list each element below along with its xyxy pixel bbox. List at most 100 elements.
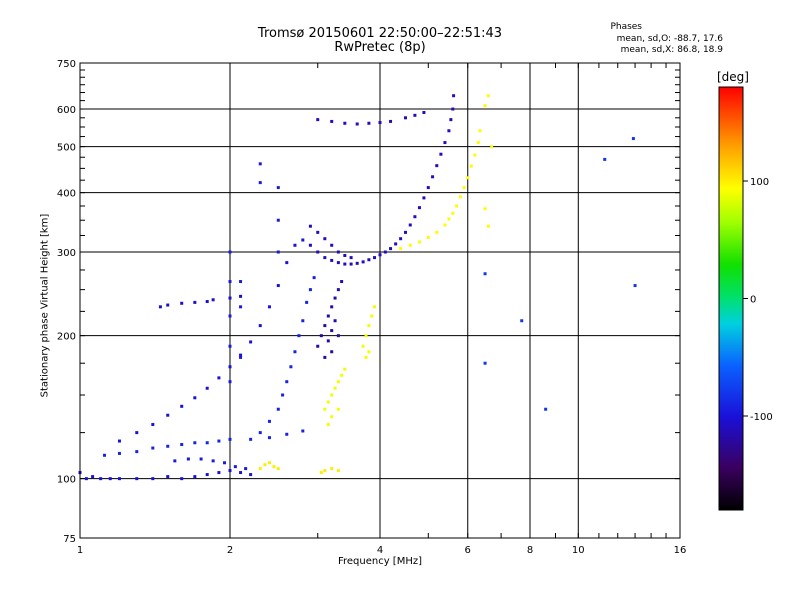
data-point: [364, 334, 368, 338]
phase-stats-heading: Phases: [610, 22, 642, 32]
data-point: [117, 477, 121, 481]
data-point: [244, 467, 248, 471]
data-point: [422, 110, 426, 114]
data-point: [483, 104, 487, 108]
data-point: [336, 380, 340, 384]
data-point: [330, 243, 334, 247]
x-tick-label: 1: [77, 545, 83, 556]
data-point: [447, 217, 451, 221]
data-point: [383, 250, 387, 254]
data-point: [151, 423, 155, 427]
data-point: [228, 250, 232, 254]
data-point: [403, 116, 407, 120]
data-point: [117, 439, 121, 443]
data-point: [217, 471, 221, 475]
data-point: [451, 211, 455, 215]
data-point: [469, 164, 473, 168]
data-point: [520, 319, 524, 323]
data-point: [408, 223, 412, 227]
data-point: [323, 469, 327, 473]
y-tick-label: 750: [57, 59, 76, 70]
data-point: [305, 300, 309, 304]
y-tick-label: 600: [57, 105, 76, 116]
data-point: [326, 423, 330, 427]
data-point: [340, 280, 344, 284]
data-point: [211, 298, 215, 302]
data-point: [370, 314, 374, 318]
data-point: [336, 261, 340, 265]
data-point: [135, 450, 139, 454]
data-point: [267, 436, 271, 440]
data-point: [180, 443, 184, 447]
data-point: [239, 471, 243, 475]
data-point: [633, 284, 637, 288]
data-point: [166, 475, 170, 479]
data-point: [330, 329, 334, 333]
data-point: [413, 113, 417, 117]
data-point: [326, 339, 330, 343]
data-point: [323, 355, 327, 359]
data-point: [301, 238, 305, 242]
data-point: [367, 258, 371, 262]
data-point: [205, 473, 209, 477]
data-point: [473, 153, 477, 157]
data-point: [301, 319, 305, 323]
data-point: [173, 459, 177, 463]
data-point: [367, 121, 371, 125]
data-point: [343, 253, 347, 257]
y-tick-label: 100: [57, 475, 76, 486]
x-tick-label: 16: [674, 545, 687, 556]
data-point: [319, 334, 323, 338]
data-point: [361, 260, 365, 264]
data-point: [336, 250, 340, 254]
data-point: [228, 380, 232, 384]
colorbar-label: [deg]: [717, 70, 749, 84]
data-point: [205, 300, 209, 304]
data-point: [258, 162, 262, 166]
data-point: [330, 393, 334, 397]
data-point: [355, 122, 359, 126]
data-point: [239, 353, 243, 357]
data-point: [431, 175, 435, 179]
y-tick-label: 300: [57, 248, 76, 259]
data-point: [443, 223, 447, 227]
data-point: [258, 324, 262, 328]
data-point: [276, 186, 280, 190]
colorbar-tick-label: -100: [750, 412, 773, 423]
data-point: [451, 107, 455, 111]
y-axis-label: Stationary phase Virtual Height [km]: [39, 213, 51, 398]
data-point: [267, 461, 271, 465]
data-point: [449, 118, 453, 122]
data-point: [343, 262, 347, 266]
data-point: [443, 141, 447, 145]
data-point: [276, 467, 280, 471]
grid-lines: [80, 63, 680, 538]
data-point: [228, 437, 232, 441]
data-point: [462, 186, 466, 190]
data-point: [323, 237, 327, 241]
data-point: [330, 467, 334, 471]
data-point: [478, 129, 482, 133]
data-point: [285, 261, 289, 265]
data-point: [239, 355, 243, 359]
data-point: [258, 467, 262, 471]
data-point: [343, 367, 347, 371]
data-point: [483, 207, 487, 211]
data-point: [281, 393, 285, 397]
y-tick-label: 500: [57, 143, 76, 154]
data-point: [276, 407, 280, 411]
data-point: [343, 121, 347, 125]
data-point: [217, 439, 221, 443]
data-point: [258, 181, 262, 185]
x-tick-label: 4: [377, 545, 383, 556]
data-point: [435, 164, 439, 168]
data-point: [166, 444, 170, 448]
data-point: [349, 256, 353, 260]
data-point: [323, 324, 327, 328]
x-tick-label: 6: [465, 545, 471, 556]
data-point: [103, 453, 107, 457]
data-point: [333, 319, 337, 323]
data-point: [422, 196, 426, 200]
colorbar: 100 0 -100: [718, 86, 773, 511]
data-point: [239, 280, 243, 284]
